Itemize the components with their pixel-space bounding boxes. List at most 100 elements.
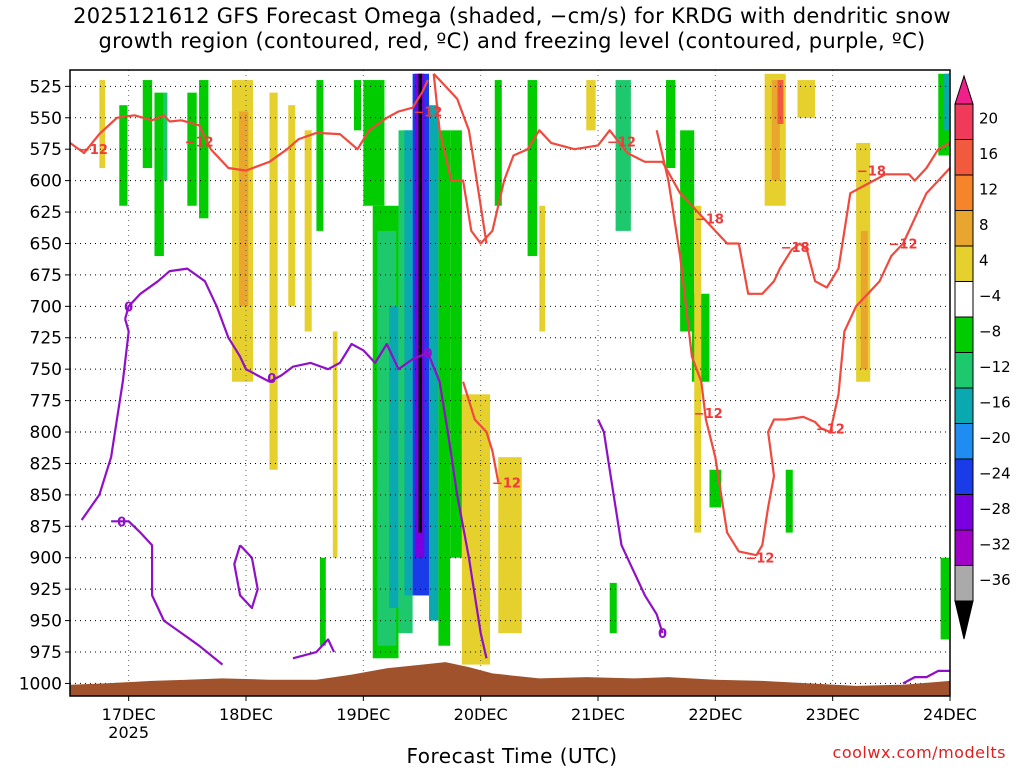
y-tick-label-800: 800 — [30, 423, 62, 443]
chart-title-line2: growth region (contoured, red, ºC) and f… — [98, 29, 926, 53]
y-tick-label-1000: 1000 — [19, 674, 62, 694]
omega-patch-47 — [860, 230, 868, 370]
purple-contour-label-1: 0 — [267, 372, 276, 387]
omega-patch-19 — [389, 306, 399, 609]
x-axis-title: Forecast Time (UTC) — [406, 744, 618, 768]
red-contour-mid — [432, 73, 488, 244]
x-axis: 17DEC 18DEC 19DEC 20DEC 21DEC 22DEC 23DEC 24DEC… — [102, 696, 977, 742]
red-contour-label-2: −12 — [413, 105, 442, 120]
x-tick-label-21DEC: 21DEC — [571, 705, 625, 724]
colorbar-swatch-11 — [954, 494, 974, 531]
x-tick-label-19DEC: 19DEC — [336, 705, 390, 724]
colorbar-swatch-12 — [954, 529, 974, 566]
plot-frame — [69, 69, 951, 697]
colorbar-label-3: 8 — [979, 216, 989, 234]
purple-freezing-level-lower — [111, 520, 224, 666]
x-year-label: 2025 — [108, 723, 149, 742]
y-tick-label-625: 625 — [30, 203, 62, 223]
colorbar-swatch-10 — [954, 458, 974, 495]
y-tick-label-600: 600 — [30, 172, 62, 192]
colorbar-swatch-0 — [954, 103, 974, 140]
colorbar-label-12: −32 — [979, 536, 1011, 554]
colorbar-label-10: −24 — [979, 465, 1011, 483]
purple-contour-label-3: 0 — [117, 515, 126, 530]
omega-patch-25 — [429, 105, 439, 621]
colorbar-label-13: −36 — [979, 571, 1011, 589]
credit-text[interactable]: coolwx.com/modelts — [832, 743, 1006, 762]
y-tick-label-525: 525 — [30, 77, 62, 97]
colorbar-swatch-1 — [954, 139, 974, 176]
y-tick-label-925: 925 — [30, 580, 62, 600]
y-tick-label-700: 700 — [30, 297, 62, 317]
colorbar: 20 16 12 8 4 −4 −8 −12 −16 −20 −24 −28 −32 −36 — [954, 74, 1011, 640]
omega-patch-9 — [269, 92, 278, 470]
omega-patch-1 — [119, 105, 128, 206]
colorbar-label-8: −16 — [979, 394, 1011, 412]
omega-patch-6 — [199, 80, 209, 219]
omega-patch-48 — [938, 73, 950, 156]
red-contour-lower — [655, 130, 950, 557]
omega-patch-45 — [797, 80, 816, 118]
terrain-layer — [70, 662, 950, 696]
colorbar-swatch-6 — [954, 316, 974, 353]
omega-patch-15 — [353, 80, 361, 131]
purple-freezing-level-19dec — [292, 638, 335, 660]
x-tick-label-23DEC: 23DEC — [806, 705, 860, 724]
omega-patch-3 — [154, 92, 164, 257]
omega-patch-40 — [709, 469, 722, 508]
colorbar-label-1: 16 — [979, 145, 998, 163]
y-tick-label-675: 675 — [30, 266, 62, 286]
y-tick-label-725: 725 — [30, 329, 62, 349]
chart-title: 2025121612 GFS Forecast Omega (shaded, −… — [0, 4, 1024, 54]
red-contour-upper — [70, 79, 429, 172]
x-tick-label-22DEC: 22DEC — [688, 705, 742, 724]
purple-contour-label-0: 0 — [124, 300, 133, 315]
x-tick-label-20DEC: 20DEC — [454, 705, 508, 724]
colorbar-swatch-13 — [954, 565, 974, 602]
colorbar-label-9: −20 — [979, 429, 1011, 447]
y-tick-label-775: 775 — [30, 392, 62, 412]
red-contour-label-6: −12 — [745, 552, 774, 567]
y-tick-label-850: 850 — [30, 486, 62, 506]
red-contour-label-0: −12 — [79, 143, 108, 158]
red-contour-label-11: −18 — [857, 165, 886, 180]
purple-freezing-level-upper — [124, 267, 488, 659]
y-tick-label-575: 575 — [30, 140, 62, 160]
purple-freezing-level-24dec — [902, 669, 950, 685]
red-contour-label-7: −12 — [816, 422, 845, 437]
y-tick-label-825: 825 — [30, 454, 62, 474]
omega-patch-12 — [316, 80, 324, 231]
y-tick-label-650: 650 — [30, 234, 62, 254]
y-tick-label-975: 975 — [30, 643, 62, 663]
chart-title-line1: 2025121612 GFS Forecast Omega (shaded, −… — [73, 4, 951, 28]
omega-patch-13 — [319, 557, 326, 646]
colorbar-swatch-4 — [954, 245, 974, 282]
contour-labels: −12 −12 −12 −12 −12 −12 −12 −12 −12 −18 −18 −18 0 0 0 0… — [79, 105, 918, 642]
y-tick-label-950: 950 — [30, 612, 62, 632]
contour-layer — [70, 73, 950, 685]
purple-freezing-level-21dec — [597, 419, 664, 634]
omega-patch-24 — [418, 73, 422, 533]
colorbar-label-2: 12 — [979, 181, 998, 199]
red-contour-label-4: −12 — [492, 476, 521, 491]
omega-patch-14 — [332, 331, 338, 558]
colorbar-swatch-2 — [954, 174, 974, 211]
y-tick-label-550: 550 — [30, 109, 62, 129]
colorbar-swatch-5 — [954, 281, 974, 318]
x-tick-label-18DEC: 18DEC — [219, 705, 273, 724]
red-contour-20dec — [462, 381, 500, 483]
y-tick-label-900: 900 — [30, 549, 62, 569]
red-contour-label-3: −12 — [607, 136, 636, 151]
red-contour-label-1: −12 — [185, 136, 214, 151]
purple-closed-contour-a — [233, 544, 259, 610]
omega-shading-layer — [99, 73, 950, 665]
y-tick-label-875: 875 — [30, 517, 62, 537]
omega-patch-27 — [450, 130, 462, 558]
omega-patch-5 — [187, 92, 197, 206]
y-tick-label-750: 750 — [30, 360, 62, 380]
omega-patch-49 — [944, 73, 950, 131]
omega-patch-30 — [494, 80, 502, 206]
omega-patch-11 — [304, 130, 312, 332]
omega-patch-42 — [771, 80, 780, 181]
purple-freezing-level-left — [80, 318, 130, 521]
